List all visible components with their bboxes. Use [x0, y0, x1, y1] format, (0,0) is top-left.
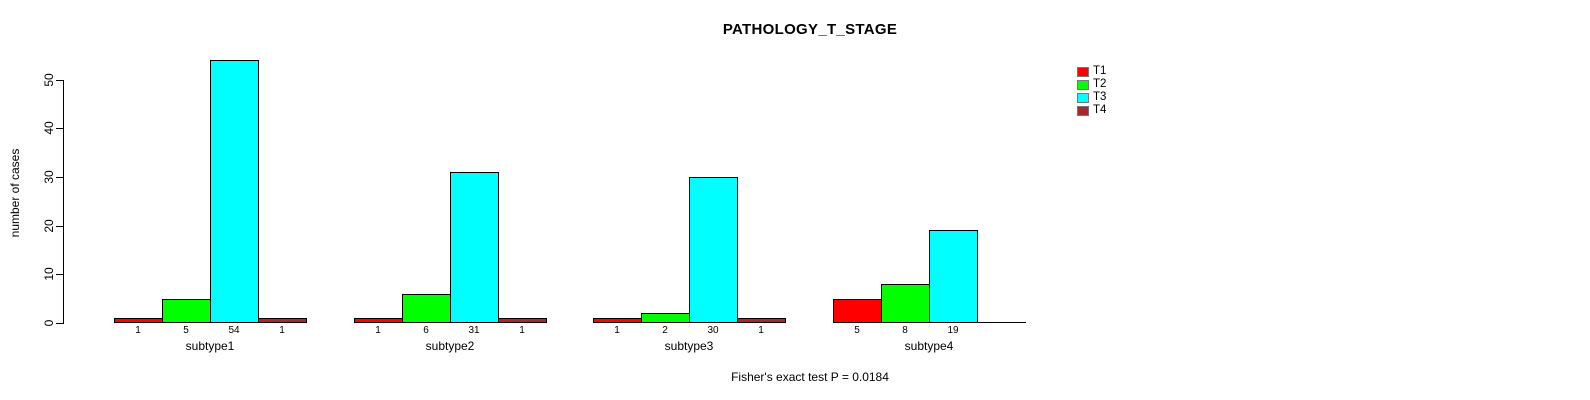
bar-value-label: 5: [854, 325, 860, 336]
bar-t3-subtype3: [689, 177, 738, 323]
legend-item-t2: T2: [1077, 78, 1106, 91]
legend-swatch-t2: [1077, 79, 1089, 90]
legend-item-t3: T3: [1077, 91, 1106, 104]
legend-label: T4: [1093, 104, 1107, 116]
bar-t3-subtype1: [210, 60, 259, 323]
bar-t1-subtype2: [354, 318, 403, 323]
legend-label: T2: [1093, 78, 1107, 90]
y-axis-tick: [56, 274, 63, 275]
bar-value-label: 1: [758, 325, 764, 336]
y-axis-tick-label: 10: [42, 267, 56, 281]
bar-t2-subtype1: [162, 299, 211, 323]
bar-value-label: 1: [375, 325, 381, 336]
legend-swatch-t4: [1077, 105, 1089, 116]
y-axis-tick: [56, 177, 63, 178]
y-axis-tick-label: 50: [42, 73, 56, 87]
y-axis-tick-label: 0: [42, 319, 56, 327]
x-axis-category-label: subtype1: [185, 339, 235, 353]
bar-t2-subtype3: [641, 313, 690, 323]
bar-value-label: 1: [135, 325, 141, 336]
bar-value-label: 6: [423, 325, 429, 336]
bar-t2-subtype4: [881, 284, 930, 323]
bar-value-label: 31: [468, 325, 480, 336]
x-axis-category-label: subtype3: [664, 339, 714, 353]
y-axis-line: [63, 80, 64, 324]
legend-item-t4: T4: [1077, 104, 1106, 117]
legend-item-t1: T1: [1077, 65, 1106, 78]
bar-t1-subtype3: [593, 318, 642, 323]
bar-value-label: 1: [519, 325, 525, 336]
bar-t4-subtype2: [498, 318, 547, 323]
bar-t4-subtype4-zero: [977, 322, 1026, 323]
legend-swatch-t1: [1077, 66, 1089, 77]
bar-t3-subtype4: [929, 230, 978, 323]
bar-value-label: 1: [279, 325, 285, 336]
y-axis-tick-label: 20: [42, 219, 56, 233]
bar-value-label: 54: [228, 325, 240, 336]
y-axis-label: number of cases: [8, 148, 22, 238]
legend-label: T3: [1093, 91, 1107, 103]
bar-value-label: 30: [707, 325, 719, 336]
x-axis-category-label: subtype2: [425, 339, 475, 353]
y-axis-tick: [56, 226, 63, 227]
fisher-test-annotation: Fisher's exact test P = 0.0184: [731, 370, 889, 384]
bar-value-label: 1: [614, 325, 620, 336]
legend: T1 T2 T3 T4: [1077, 65, 1106, 117]
legend-swatch-t3: [1077, 92, 1089, 103]
y-axis-tick: [56, 80, 63, 81]
y-axis-tick: [56, 128, 63, 129]
chart-title: PATHOLOGY_T_STAGE: [722, 21, 898, 38]
y-axis-tick-label: 40: [42, 121, 56, 135]
bar-t1-subtype1: [114, 318, 163, 323]
bar-t4-subtype3: [737, 318, 786, 323]
legend-label: T1: [1093, 65, 1107, 77]
bar-value-label: 19: [947, 325, 959, 336]
bar-value-label: 5: [183, 325, 189, 336]
bar-t1-subtype4: [833, 299, 882, 323]
y-axis-tick: [56, 323, 63, 324]
bar-t2-subtype2: [402, 294, 451, 323]
bar-t3-subtype2: [450, 172, 499, 323]
bar-value-label: 8: [902, 325, 908, 336]
y-axis-tick-label: 30: [42, 170, 56, 184]
x-axis-category-label: subtype4: [904, 339, 954, 353]
bar-value-label: 2: [662, 325, 668, 336]
bar-t4-subtype1: [258, 318, 307, 323]
